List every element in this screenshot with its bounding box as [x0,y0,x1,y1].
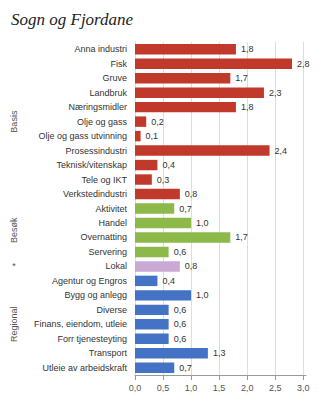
svg-text:Handel: Handel [98,218,127,228]
svg-text:0,7: 0,7 [179,363,192,373]
svg-text:0,6: 0,6 [174,334,187,344]
svg-text:1,3: 1,3 [213,348,226,358]
svg-text:Transport: Transport [89,348,128,358]
svg-text:Agentur og Engros: Agentur og Engros [52,276,128,286]
svg-text:Prosessindustri: Prosessindustri [65,146,127,156]
svg-text:Gruve: Gruve [102,73,127,83]
svg-text:2,4: 2,4 [275,146,288,156]
svg-text:1,0: 1,0 [185,383,198,393]
svg-text:1,8: 1,8 [241,102,254,112]
svg-text:Teknisk/vitenskap: Teknisk/vitenskap [56,160,127,170]
svg-text:0,1: 0,1 [146,131,159,141]
svg-text:Besøk: Besøk [9,217,19,243]
svg-text:0,3: 0,3 [157,175,170,185]
svg-text:Bygg og anlegg: Bygg og anlegg [64,290,127,300]
svg-text:Fisk: Fisk [111,59,128,69]
svg-text:Basis: Basis [9,110,19,133]
svg-text:1,7: 1,7 [235,232,248,242]
svg-text:3,0: 3,0 [297,383,310,393]
svg-text:2,8: 2,8 [297,59,310,69]
svg-text:Anna industri: Anna industri [74,44,127,54]
svg-text:Landbruk: Landbruk [89,88,127,98]
svg-text:Overnatting: Overnatting [80,232,127,242]
svg-text:1,0: 1,0 [196,218,209,228]
svg-text:0,6: 0,6 [174,319,187,329]
svg-text:Finans, eiendom, utleie: Finans, eiendom, utleie [34,319,127,329]
svg-text:0,8: 0,8 [185,189,198,199]
svg-text:0,6: 0,6 [174,305,187,315]
svg-text:Sogn og Fjordane: Sogn og Fjordane [11,10,134,29]
svg-text:Utleie av arbeidskraft: Utleie av arbeidskraft [42,363,127,373]
svg-text:1,8: 1,8 [241,44,254,54]
svg-text:2,0: 2,0 [241,383,254,393]
svg-text:2,3: 2,3 [269,88,282,98]
svg-text:0,7: 0,7 [179,204,192,214]
svg-text:Lokal: Lokal [105,261,127,271]
svg-text:1,5: 1,5 [213,383,226,393]
svg-text:Regional: Regional [9,307,19,343]
svg-text:0,4: 0,4 [162,276,175,286]
svg-text:2,5: 2,5 [269,383,282,393]
svg-text:*: * [12,261,16,271]
svg-text:1,7: 1,7 [235,73,248,83]
svg-text:0,5: 0,5 [157,383,170,393]
svg-text:Aktivitet: Aktivitet [95,204,127,214]
svg-text:0,8: 0,8 [185,261,198,271]
svg-text:0,2: 0,2 [151,117,164,127]
svg-text:0,6: 0,6 [174,247,187,257]
svg-text:0,4: 0,4 [162,160,175,170]
svg-text:Tele og IKT: Tele og IKT [81,175,127,185]
svg-text:1,0: 1,0 [196,290,209,300]
svg-text:Olje og gass utvinning: Olje og gass utvinning [38,131,127,141]
svg-text:Olje og gass: Olje og gass [77,117,128,127]
svg-text:Forr tjenesteyting: Forr tjenesteyting [57,334,127,344]
svg-text:Næringsmidler: Næringsmidler [68,102,127,112]
svg-text:Servering: Servering [88,247,127,257]
svg-text:Diverse: Diverse [96,305,127,315]
svg-text:Verkstedindustri: Verkstedindustri [63,189,127,199]
svg-text:0,0: 0,0 [129,383,142,393]
